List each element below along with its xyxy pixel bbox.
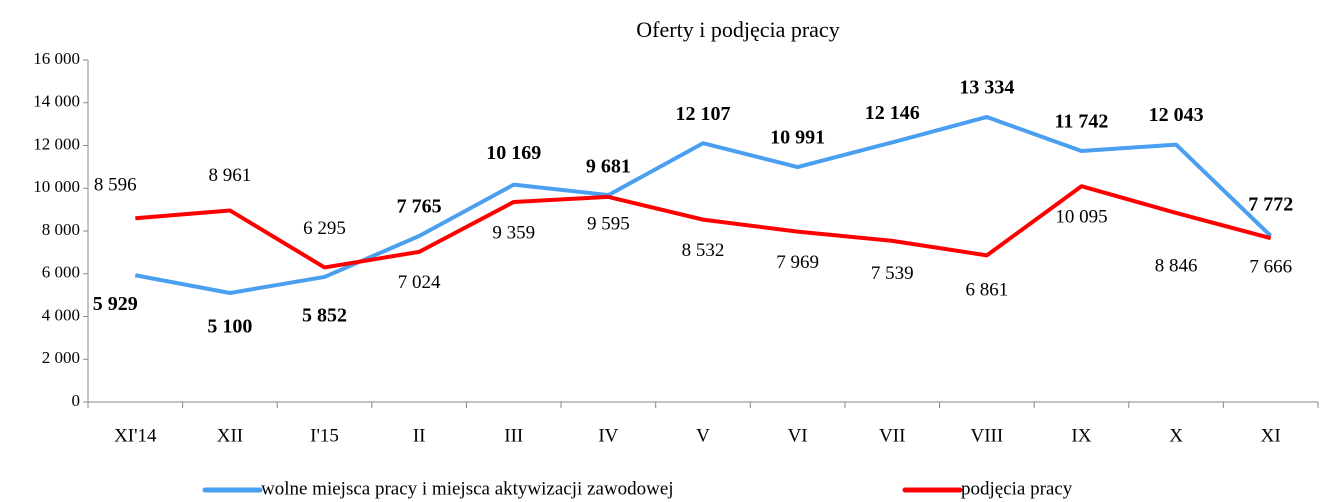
x-tick-label: XI bbox=[1261, 425, 1281, 446]
legend-label: podjęcia pracy bbox=[961, 478, 1073, 499]
y-tick-label: 14 000 bbox=[33, 92, 80, 111]
y-tick-label: 10 000 bbox=[33, 177, 80, 196]
data-label: 9 359 bbox=[492, 222, 535, 243]
data-label: 13 334 bbox=[959, 77, 1014, 99]
data-label: 7 024 bbox=[398, 272, 441, 293]
data-label: 8 596 bbox=[94, 175, 137, 196]
y-tick-label: 12 000 bbox=[33, 134, 80, 153]
x-tick-label: VII bbox=[879, 425, 905, 446]
data-label: 11 742 bbox=[1055, 111, 1109, 133]
data-label: 7 539 bbox=[871, 263, 914, 284]
data-label: 10 991 bbox=[770, 127, 825, 149]
y-tick-label: 4 000 bbox=[42, 305, 80, 324]
x-tick-label: VIII bbox=[970, 425, 1003, 446]
x-tick-label: X bbox=[1169, 425, 1183, 446]
x-tick-label: I'15 bbox=[310, 425, 339, 446]
data-label: 6 861 bbox=[965, 280, 1008, 301]
line-series bbox=[135, 184, 1272, 270]
data-label: 12 043 bbox=[1149, 104, 1204, 126]
x-tick-label: III bbox=[504, 425, 523, 446]
data-label: 6 295 bbox=[303, 218, 346, 239]
data-label: 7 772 bbox=[1248, 193, 1293, 215]
x-tick-label: XII bbox=[217, 425, 243, 446]
data-label: 10 169 bbox=[486, 142, 541, 164]
data-label: 12 146 bbox=[865, 102, 920, 124]
data-label: 5 929 bbox=[93, 293, 138, 315]
y-tick-label: 0 bbox=[72, 391, 81, 410]
chart-title: Oferty i podjęcia pracy bbox=[636, 17, 839, 42]
x-tick-label: IX bbox=[1071, 425, 1091, 446]
data-label: 7 765 bbox=[397, 196, 442, 218]
y-tick-label: 2 000 bbox=[42, 348, 80, 367]
data-label: 12 107 bbox=[676, 103, 731, 125]
y-tick-label: 16 000 bbox=[33, 49, 80, 68]
x-tick-label: V bbox=[696, 425, 710, 446]
data-label: 7 969 bbox=[776, 252, 819, 273]
data-label: 9 681 bbox=[586, 156, 631, 178]
data-label: 7 666 bbox=[1249, 256, 1292, 277]
data-label: 10 095 bbox=[1055, 207, 1107, 228]
data-label: 8 532 bbox=[682, 240, 725, 261]
x-tick-label: VI bbox=[788, 425, 808, 446]
data-label: 8 961 bbox=[209, 165, 252, 186]
data-label: 5 852 bbox=[302, 305, 347, 327]
data-label: 5 100 bbox=[207, 316, 252, 338]
x-tick-label: IV bbox=[598, 425, 618, 446]
line-series bbox=[134, 114, 1273, 295]
legend-label: wolne miejsca pracy i miejsca aktywizacj… bbox=[261, 478, 674, 499]
y-tick-label: 6 000 bbox=[42, 263, 80, 282]
x-tick-label: II bbox=[413, 425, 426, 446]
data-label: 8 846 bbox=[1155, 255, 1198, 276]
x-tick-label: XI'14 bbox=[114, 425, 157, 446]
data-label: 9 595 bbox=[587, 213, 630, 234]
y-tick-label: 8 000 bbox=[42, 220, 80, 239]
